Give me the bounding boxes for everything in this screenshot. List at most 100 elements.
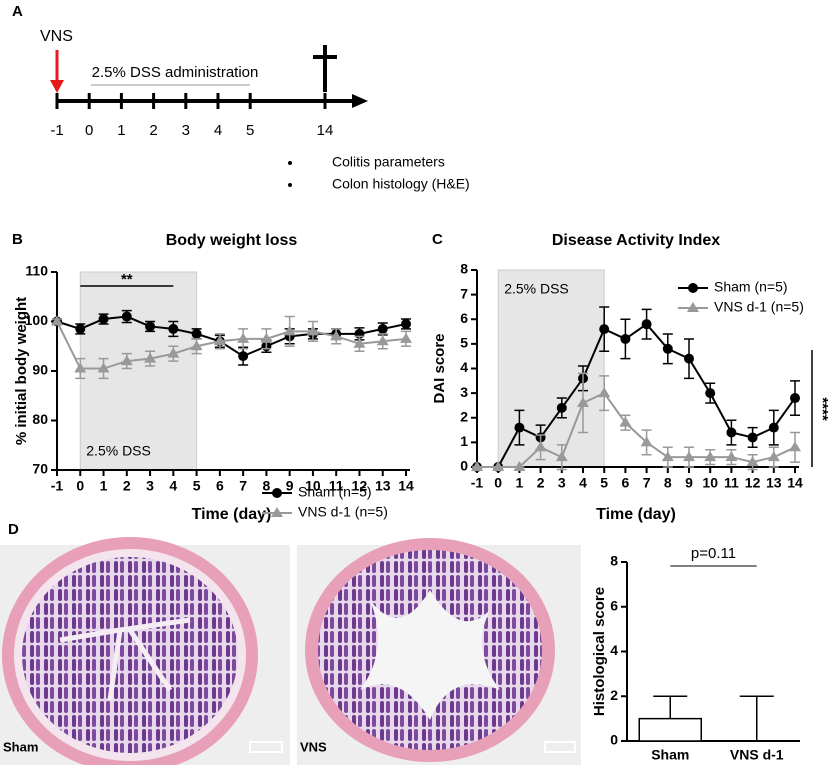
x-tick-label: 11 xyxy=(329,478,344,494)
y-tick-label: 4 xyxy=(610,642,618,658)
point xyxy=(353,337,366,348)
x-tick-label: 1 xyxy=(516,475,524,491)
legend-label: VNS d-1 (n=5) xyxy=(298,504,388,520)
y-tick-label: 1 xyxy=(460,433,468,449)
point xyxy=(144,352,157,363)
point xyxy=(556,402,567,413)
y-tick-label: 8 xyxy=(460,261,468,277)
x-tick-label: 5 xyxy=(193,478,201,494)
y-tick-label: 0 xyxy=(460,458,468,474)
treatment-label: VNS xyxy=(40,28,73,45)
x-tick-label: -1 xyxy=(51,478,64,494)
x-tick-label: 8 xyxy=(664,475,672,491)
timeline-day: 1 xyxy=(117,122,125,139)
point xyxy=(725,451,738,462)
mucosa xyxy=(22,557,238,753)
lumen xyxy=(59,617,191,701)
legend-marker xyxy=(272,488,282,498)
administration-label: 2.5% DSS administration xyxy=(92,64,259,81)
x-tick-label: 2 xyxy=(123,478,131,494)
point xyxy=(283,325,296,336)
timeline-day: 3 xyxy=(182,122,190,139)
y-tick-label: 2 xyxy=(460,408,468,424)
legend-label: Sham (n=5) xyxy=(298,484,372,500)
x-tick-label: 9 xyxy=(286,478,294,494)
point xyxy=(238,351,249,362)
x-tick-label: 6 xyxy=(216,478,224,494)
x-tick-label: 12 xyxy=(352,478,368,494)
x-tick-label: 14 xyxy=(398,478,414,494)
point xyxy=(768,422,779,433)
x-tick-label: 5 xyxy=(600,475,608,491)
y-tick-label: 3 xyxy=(460,384,468,400)
x-tick-label: 13 xyxy=(375,478,391,494)
y-tick-label: 4 xyxy=(460,359,468,375)
histology-sham xyxy=(0,537,290,765)
timeline-day: -1 xyxy=(50,122,63,139)
panel-label: D xyxy=(8,521,19,538)
annotation: p=0.11 xyxy=(691,545,736,562)
point xyxy=(767,451,780,462)
series-line xyxy=(56,315,407,358)
point xyxy=(598,387,611,398)
histology-vns xyxy=(297,538,581,765)
timeline-arrow xyxy=(352,94,368,108)
point xyxy=(97,362,110,373)
point xyxy=(401,318,411,329)
point xyxy=(377,323,388,334)
point xyxy=(514,422,525,433)
point xyxy=(376,335,389,346)
legend-label: Sham (n=5) xyxy=(714,279,788,295)
x-tick-label: 3 xyxy=(146,478,154,494)
point xyxy=(167,347,180,358)
point xyxy=(51,315,63,326)
bullet xyxy=(288,183,292,187)
x-tick-label: 12 xyxy=(745,475,761,491)
point xyxy=(789,441,801,452)
panel-label: A xyxy=(12,3,23,20)
bullet-text: Colon histology (H&E) xyxy=(332,176,470,192)
point xyxy=(641,319,652,330)
point xyxy=(726,427,737,438)
x-tick-label: 7 xyxy=(643,475,651,491)
timeline-day: 4 xyxy=(214,122,222,139)
x-tick-label: 10 xyxy=(305,478,321,494)
legend-marker xyxy=(271,507,283,517)
y-tick-label: 7 xyxy=(460,285,468,301)
point xyxy=(747,432,758,443)
point xyxy=(400,332,412,343)
error-bar xyxy=(739,695,774,741)
y-tick-label: 70 xyxy=(32,461,48,477)
y-tick-label: 80 xyxy=(32,411,48,427)
point xyxy=(145,321,156,332)
legend-label: VNS d-1 (n=5) xyxy=(714,299,804,315)
x-tick-label: 0 xyxy=(494,475,502,491)
point xyxy=(661,451,674,462)
y-axis-label: Histological score xyxy=(591,587,608,716)
y-axis-label: % initial body weight xyxy=(13,297,30,445)
panel-label: B xyxy=(12,231,23,248)
point xyxy=(746,456,759,467)
y-tick-label: 0 xyxy=(610,732,618,748)
point xyxy=(191,328,202,339)
point xyxy=(98,314,109,325)
point xyxy=(121,311,132,322)
x-tick-label: -1 xyxy=(471,475,484,491)
point xyxy=(577,396,589,407)
y-tick-label: 6 xyxy=(460,310,468,326)
lumen xyxy=(360,590,500,720)
x-tick-label: 1 xyxy=(100,478,108,494)
bar xyxy=(638,717,702,742)
timeline-day: 2 xyxy=(149,122,157,139)
point xyxy=(213,335,226,346)
x-tick-label: 13 xyxy=(766,475,782,491)
x-tick-label: 4 xyxy=(169,478,177,494)
shaded-label: 2.5% DSS xyxy=(504,281,569,297)
point xyxy=(684,353,694,364)
point xyxy=(168,323,179,334)
x-tick-label: 7 xyxy=(239,478,247,494)
x-tick-label: 2 xyxy=(537,475,545,491)
point xyxy=(237,332,250,343)
y-axis-label: DAI score xyxy=(431,333,448,403)
